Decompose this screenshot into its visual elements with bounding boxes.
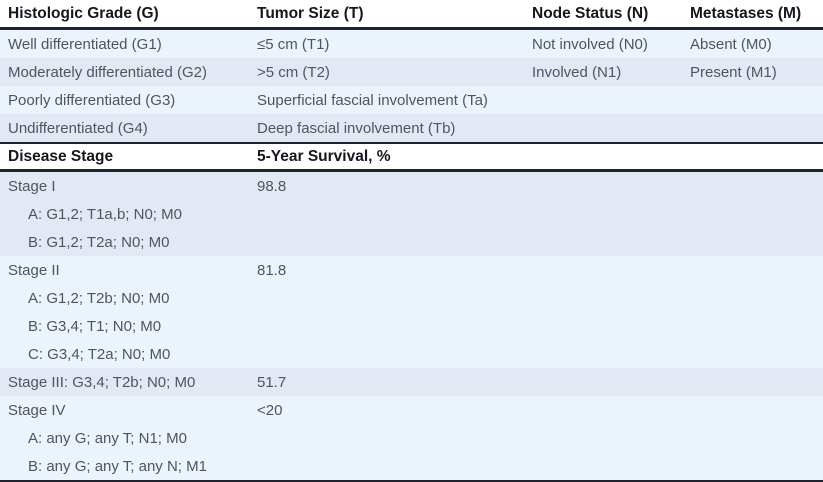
table-bottom-rule [0,480,823,482]
column-header-metastases: Metastases (M) [690,4,802,22]
cell-node-status: Not involved (N0) [532,35,648,53]
stage-block-stage-2: Stage II 81.8 A: G1,2; T2b; N0; M0 B: G3… [0,256,823,368]
table-row: Poorly differentiated (G3) Superficial f… [0,86,823,114]
cell-survival-value: 51.7 [257,373,287,391]
stage-block-stage-3: Stage III: G3,4; T2b; N0; M0 51.7 [0,368,823,396]
column-header-five-year-survival: 5-Year Survival, % [257,147,391,165]
cell-stage-label: A: any G; any T; N1; M0 [28,429,187,447]
cell-survival-value: 98.8 [257,177,287,195]
column-header-tumor-size: Tumor Size (T) [257,4,364,22]
cell-grade: Well differentiated (G1) [8,35,162,53]
cell-stage-label: Stage IV [8,401,66,419]
cell-node-status: Involved (N1) [532,63,622,81]
cell-grade: Undifferentiated (G4) [8,119,148,137]
stage-line: A: G1,2; T2b; N0; M0 [0,284,823,312]
cell-tumor-size: >5 cm (T2) [257,63,330,81]
column-header-disease-stage: Disease Stage [8,147,114,165]
stage-header-row: Disease Stage 5-Year Survival, % [0,142,823,172]
stage-line: A: any G; any T; N1; M0 [0,424,823,452]
cell-tumor-size: Superficial fascial involvement (Ta) [257,91,488,109]
stage-line: B: G1,2; T2a; N0; M0 [0,228,823,256]
table-row: Moderately differentiated (G2) >5 cm (T2… [0,58,823,86]
tnm-header-row: Histologic Grade (G) Tumor Size (T) Node… [0,0,823,30]
cell-stage-label: B: G1,2; T2a; N0; M0 [28,233,170,251]
stage-line: Stage III: G3,4; T2b; N0; M0 51.7 [0,368,823,396]
cell-grade: Moderately differentiated (G2) [8,63,207,81]
cell-survival-value: 81.8 [257,261,287,279]
cell-tumor-size: ≤5 cm (T1) [257,35,330,53]
column-header-histologic-grade: Histologic Grade (G) [8,4,159,22]
stage-block-stage-1: Stage I 98.8 A: G1,2; T1a,b; N0; M0 B: G… [0,172,823,256]
cell-stage-label: A: G1,2; T1a,b; N0; M0 [28,205,182,223]
cell-stage-label: B: any G; any T; any N; M1 [28,457,207,475]
stage-line: Stage II 81.8 [0,256,823,284]
table-row: Well differentiated (G1) ≤5 cm (T1) Not … [0,30,823,58]
stage-line: C: G3,4; T2a; N0; M0 [0,340,823,368]
stage-line: B: G3,4; T1; N0; M0 [0,312,823,340]
cell-metastases: Absent (M0) [690,35,772,53]
stage-line: B: any G; any T; any N; M1 [0,452,823,480]
cell-survival-value: <20 [257,401,283,419]
cell-stage-label: Stage I [8,177,56,195]
cell-tumor-size: Deep fascial involvement (Tb) [257,119,456,137]
table-row: Undifferentiated (G4) Deep fascial invol… [0,114,823,142]
column-header-node-status: Node Status (N) [532,4,649,22]
cell-stage-label: Stage II [8,261,60,279]
cell-grade: Poorly differentiated (G3) [8,91,176,109]
cell-stage-label: C: G3,4; T2a; N0; M0 [28,345,171,363]
cell-stage-label: B: G3,4; T1; N0; M0 [28,317,162,335]
stage-line: Stage IV <20 [0,396,823,424]
cell-metastases: Present (M1) [690,63,777,81]
cell-stage-label: Stage III: G3,4; T2b; N0; M0 [8,373,196,391]
stage-line: Stage I 98.8 [0,172,823,200]
stage-block-stage-4: Stage IV <20 A: any G; any T; N1; M0 B: … [0,396,823,480]
cell-stage-label: A: G1,2; T2b; N0; M0 [28,289,170,307]
stage-line: A: G1,2; T1a,b; N0; M0 [0,200,823,228]
